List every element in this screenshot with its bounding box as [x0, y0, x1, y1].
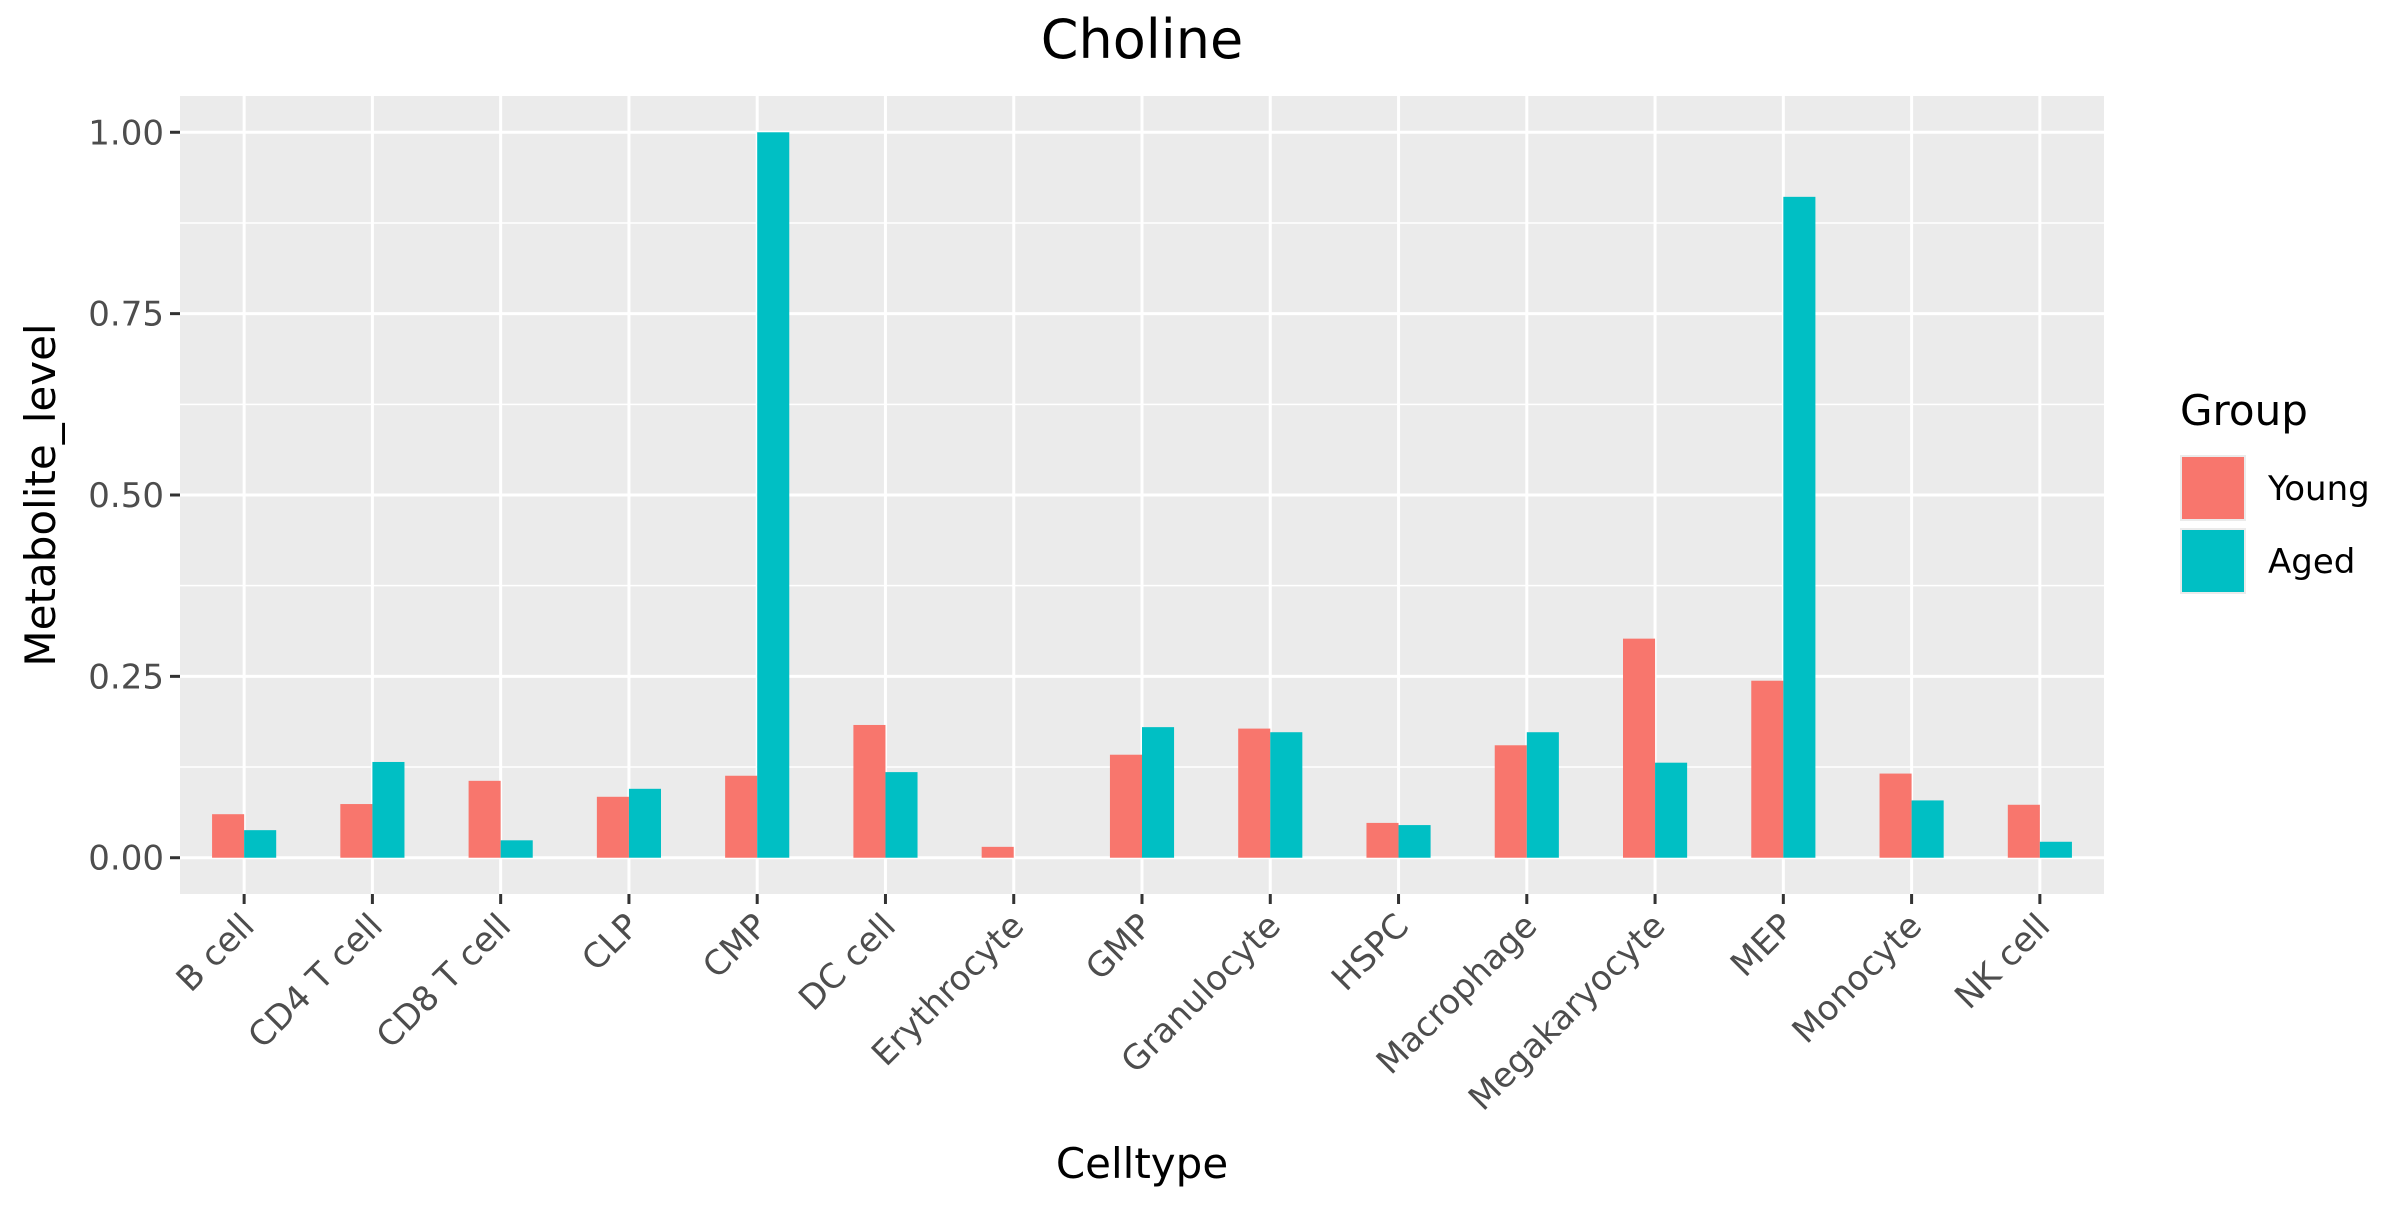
bar-aged [372, 761, 405, 858]
bar-young [1751, 680, 1784, 858]
x-tick-label: Monocyte [1785, 906, 1930, 1051]
bar-young [853, 724, 886, 858]
legend-title: Group [2180, 386, 2308, 435]
x-tick-label: CLP [574, 906, 647, 979]
bar-young [1238, 728, 1271, 858]
bar-aged [1655, 762, 1688, 858]
x-tick-label: CD4 T cell [241, 906, 391, 1056]
chart-title: Choline [1041, 8, 1243, 71]
bar-young [1366, 822, 1399, 858]
bar-aged [1270, 732, 1303, 858]
bar-young [596, 796, 629, 858]
bar-young [212, 814, 245, 858]
x-tick-label: MEP [1723, 906, 1802, 985]
x-tick-label: CD8 T cell [369, 906, 519, 1056]
legend-label-young: Young [2267, 469, 2370, 509]
bar-young [981, 846, 1014, 858]
legend-label-aged: Aged [2268, 542, 2355, 582]
bar-young [1623, 638, 1656, 858]
y-tick-label: 0.00 [88, 839, 164, 879]
bar-young [468, 780, 501, 858]
y-tick-label: 0.25 [88, 657, 164, 697]
legend: Group Young Aged [2180, 386, 2370, 594]
x-tick-label: CMP [695, 906, 775, 986]
bars [212, 132, 2072, 858]
bar-young [1879, 773, 1912, 858]
x-axis-title: Celltype [1056, 1139, 1228, 1188]
x-tick-label: NK cell [1947, 906, 2058, 1017]
bar-young [725, 775, 758, 858]
bar-aged [244, 830, 277, 858]
legend-key-aged [2182, 530, 2244, 592]
bar-aged [500, 840, 533, 858]
x-tick-label: DC cell [791, 906, 904, 1019]
bar-aged [757, 132, 790, 858]
legend-key-young [2182, 457, 2244, 519]
bar-young [1494, 745, 1527, 858]
x-tick-label: B cell [169, 906, 263, 1000]
bar-young [2007, 804, 2040, 858]
bar-young [340, 804, 373, 858]
bar-aged [885, 772, 918, 858]
bar-aged [1911, 800, 1944, 858]
bar-aged [1398, 825, 1431, 858]
y-tick-label: 0.75 [88, 295, 164, 335]
y-tick-label: 0.50 [88, 476, 164, 516]
y-axis-title: Metabolite_level [16, 323, 65, 666]
x-tick-label: GMP [1078, 906, 1160, 988]
bar-aged [628, 788, 661, 858]
x-tick-label: HSPC [1324, 906, 1417, 999]
y-tick-label: 1.00 [88, 113, 164, 153]
bar-aged [1783, 196, 1816, 858]
bar-aged [1142, 727, 1175, 858]
bar-young [1109, 754, 1142, 858]
bar-aged [2039, 841, 2072, 858]
bar-aged [1526, 732, 1559, 858]
